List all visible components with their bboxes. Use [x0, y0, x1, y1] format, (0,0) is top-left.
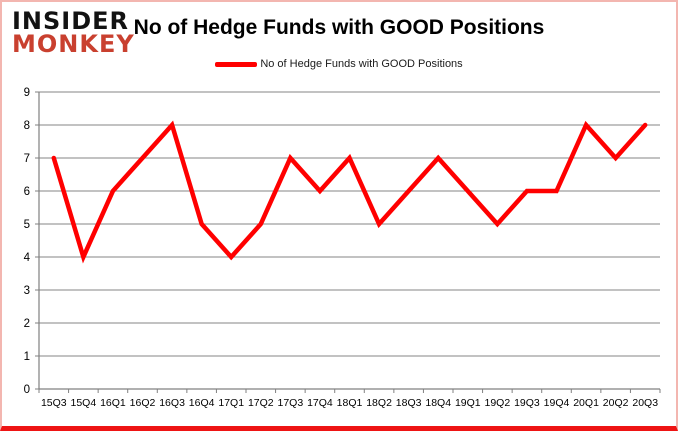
y-axis-label: 6	[24, 186, 30, 198]
x-axis-label: 20Q3	[632, 397, 658, 409]
x-axis-label: 18Q4	[425, 397, 451, 409]
x-axis-label: 17Q3	[278, 397, 304, 409]
y-axis-label: 2	[24, 318, 30, 330]
legend-label: No of Hedge Funds with GOOD Positions	[260, 58, 463, 70]
x-axis-label: 16Q2	[130, 397, 156, 409]
y-axis-label: 7	[24, 153, 30, 165]
x-axis-label: 15Q3	[41, 397, 67, 409]
x-axis-label: 15Q4	[71, 397, 97, 409]
insider-monkey-logo: INSIDER MONKEY	[12, 7, 135, 58]
x-axis-label: 18Q2	[366, 397, 392, 409]
y-axis-label: 1	[24, 351, 30, 363]
chart-legend: No of Hedge Funds with GOOD Positions	[2, 58, 676, 70]
x-axis-label: 18Q1	[337, 397, 363, 409]
y-axis-label: 3	[24, 285, 30, 297]
x-axis-label: 16Q1	[100, 397, 126, 409]
x-axis-label: 17Q2	[248, 397, 274, 409]
logo-line-insider: INSIDER	[12, 7, 130, 35]
x-axis-label: 20Q2	[603, 397, 629, 409]
x-axis-label: 17Q4	[307, 397, 333, 409]
y-axis-label: 9	[24, 87, 30, 99]
y-axis-label: 5	[24, 219, 30, 231]
chart-title: No of Hedge Funds with GOOD Positions	[133, 16, 545, 39]
x-axis-label: 20Q1	[573, 397, 599, 409]
x-axis-label: 17Q1	[218, 397, 244, 409]
x-axis-label: 19Q2	[485, 397, 511, 409]
data-line	[51, 120, 648, 264]
legend-line-swatch	[215, 61, 258, 67]
x-axis-label: 16Q3	[159, 397, 185, 409]
logo-line-monkey: MONKEY	[12, 30, 135, 58]
y-axis-label: 0	[24, 384, 30, 396]
x-axis-label: 19Q3	[514, 397, 540, 409]
y-axis-label: 8	[24, 120, 30, 132]
x-axis-label: 19Q1	[455, 397, 481, 409]
x-axis-label: 16Q4	[189, 397, 215, 409]
x-axis-label: 19Q4	[544, 397, 570, 409]
y-axis-label: 4	[24, 252, 31, 264]
x-axis-label: 18Q3	[396, 397, 422, 409]
